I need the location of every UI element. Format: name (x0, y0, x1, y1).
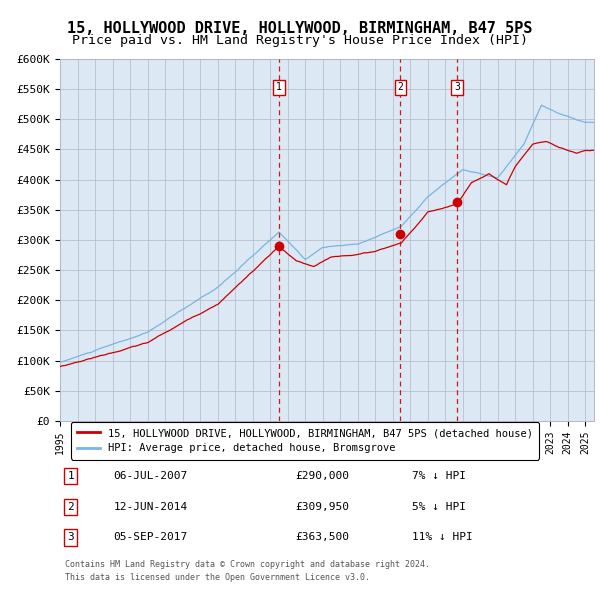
Text: 1: 1 (67, 471, 74, 481)
Text: Contains HM Land Registry data © Crown copyright and database right 2024.: Contains HM Land Registry data © Crown c… (65, 560, 430, 569)
Text: 1: 1 (276, 83, 282, 93)
Text: 2: 2 (397, 83, 403, 93)
Text: 2: 2 (67, 502, 74, 512)
Text: This data is licensed under the Open Government Licence v3.0.: This data is licensed under the Open Gov… (65, 573, 370, 582)
Legend: 15, HOLLYWOOD DRIVE, HOLLYWOOD, BIRMINGHAM, B47 5PS (detached house), HPI: Avera: 15, HOLLYWOOD DRIVE, HOLLYWOOD, BIRMINGH… (71, 422, 539, 460)
Text: £309,950: £309,950 (295, 502, 349, 512)
Text: Price paid vs. HM Land Registry's House Price Index (HPI): Price paid vs. HM Land Registry's House … (72, 34, 528, 47)
Text: 05-SEP-2017: 05-SEP-2017 (113, 533, 188, 542)
Text: 5% ↓ HPI: 5% ↓ HPI (412, 502, 466, 512)
Text: 7% ↓ HPI: 7% ↓ HPI (412, 471, 466, 481)
Text: 15, HOLLYWOOD DRIVE, HOLLYWOOD, BIRMINGHAM, B47 5PS: 15, HOLLYWOOD DRIVE, HOLLYWOOD, BIRMINGH… (67, 21, 533, 35)
Text: £363,500: £363,500 (295, 533, 349, 542)
Text: 3: 3 (67, 533, 74, 542)
Text: 12-JUN-2014: 12-JUN-2014 (113, 502, 188, 512)
Text: 06-JUL-2007: 06-JUL-2007 (113, 471, 188, 481)
Text: 3: 3 (454, 83, 460, 93)
Text: 11% ↓ HPI: 11% ↓ HPI (412, 533, 473, 542)
Text: £290,000: £290,000 (295, 471, 349, 481)
